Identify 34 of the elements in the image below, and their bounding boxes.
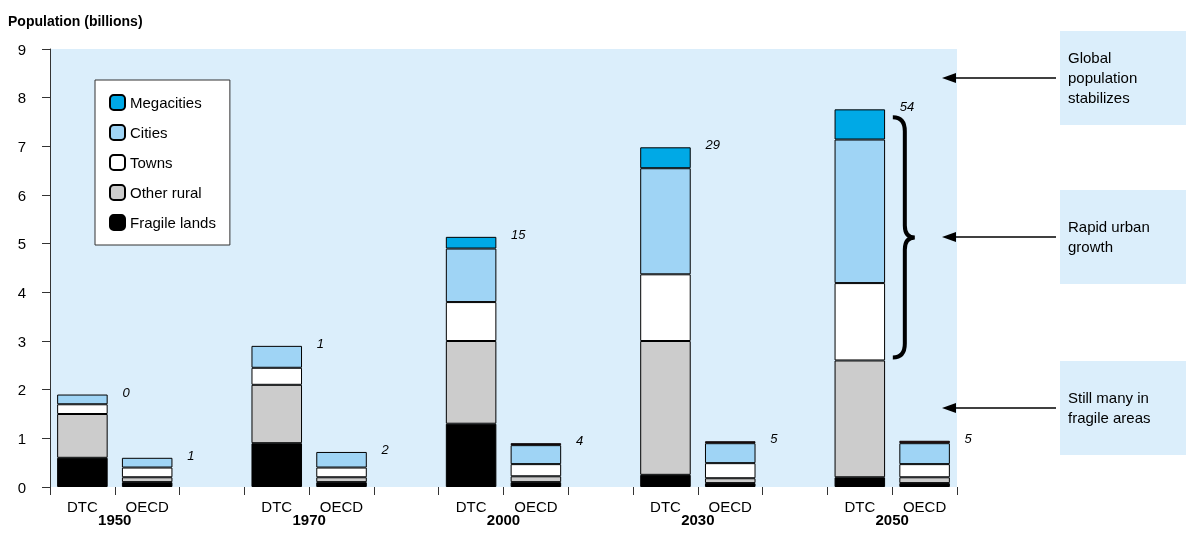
annotation: 0 <box>122 384 131 400</box>
y-tick-label: 0 <box>17 478 26 496</box>
annotation: 2 <box>380 441 390 457</box>
legend-label: Cities <box>130 124 168 141</box>
y-tick-label: 3 <box>17 332 26 350</box>
y-tick-label: 4 <box>17 283 26 301</box>
annotation: 15 <box>511 226 527 242</box>
y-tick-label: 6 <box>17 186 26 204</box>
annotation: 1 <box>316 335 324 351</box>
y-tick-label: 2 <box>17 381 26 399</box>
text: Rapid urban growth <box>1060 190 1186 284</box>
x-tick-label: DTC <box>844 498 876 515</box>
text: Still many in fragile areas <box>1060 361 1186 455</box>
x-tick-label: DTC <box>455 498 487 515</box>
text: Global population stabilizes <box>1060 31 1186 125</box>
y-tick-label: 9 <box>17 40 26 58</box>
annotation: 5 <box>770 431 779 447</box>
y-tick-label: 1 <box>17 429 26 447</box>
y-tick-label: 7 <box>17 137 26 155</box>
annotation: 29 <box>704 137 720 153</box>
annotation: 1 <box>187 447 195 463</box>
annotation: 4 <box>575 433 584 449</box>
x-tick-label: DTC <box>66 498 98 515</box>
legend-label: Towns <box>130 154 173 171</box>
x-tick-label: DTC <box>261 498 293 515</box>
y-tick-label: 8 <box>17 89 26 107</box>
y-axis-title: Population (billions) <box>8 13 143 29</box>
legend-label: Fragile lands <box>130 214 216 231</box>
annotation: 54 <box>899 99 915 115</box>
legend-label: Other rural <box>130 184 202 201</box>
text: 5 <box>964 430 973 446</box>
x-tick-label: DTC <box>650 498 682 515</box>
legend-label: Megacities <box>130 94 202 111</box>
y-tick-label: 5 <box>17 235 26 253</box>
